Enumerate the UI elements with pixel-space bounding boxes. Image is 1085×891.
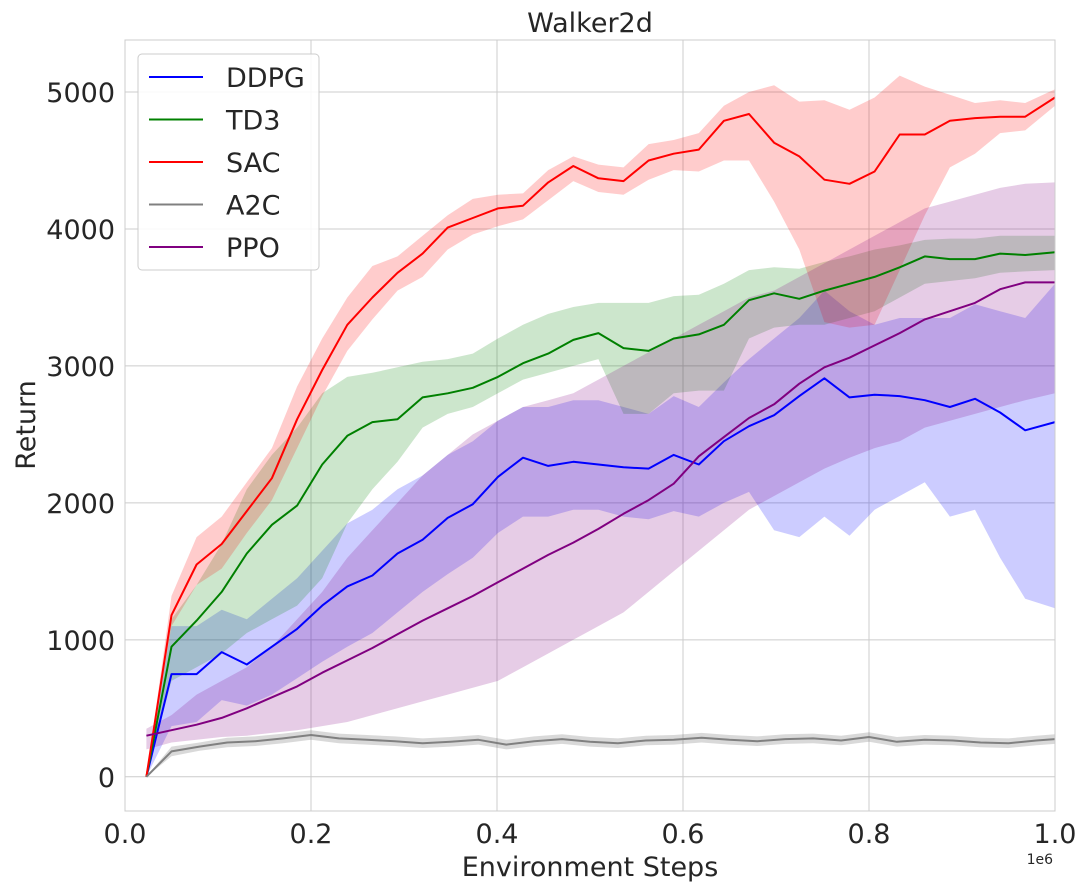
legend-label-td3: TD3 [225, 106, 280, 137]
legend-label-a2c: A2C [226, 191, 281, 222]
y-tick-labels: 0 1000 2000 3000 4000 5000 [46, 78, 115, 794]
sac-band [146, 75, 1055, 777]
sac-line [145, 96, 1056, 777]
legend-label-ddpg: DDPG [226, 63, 305, 94]
x-tick-label: 1.0 [1034, 819, 1077, 850]
y-tick-label: 0 [98, 763, 115, 794]
plot-frame [124, 39, 1056, 812]
x-axis-label: Environment Steps [462, 852, 719, 883]
td3-band [146, 235, 1055, 777]
chart-title: Walker2d [527, 8, 653, 39]
confidence-bands [146, 75, 1055, 777]
ppo-band [146, 182, 1055, 750]
legend-items: DDPG TD3 SAC A2C PPO [149, 63, 305, 264]
y-tick-label: 2000 [46, 489, 115, 520]
x-tick-label: 0.0 [104, 819, 147, 850]
x-axis-offset-label: 1e6 [1027, 852, 1054, 868]
legend-box [137, 53, 320, 271]
a2c-line [145, 734, 1056, 778]
legend-label-ppo: PPO [226, 233, 280, 264]
x-tick-labels: 0.0 0.2 0.4 0.6 0.8 1.0 [104, 819, 1077, 850]
x-tick-label: 0.6 [662, 819, 705, 850]
x-tick-label: 0.8 [848, 819, 891, 850]
y-tick-label: 3000 [46, 352, 115, 383]
x-tick-label: 0.2 [290, 819, 333, 850]
td3-line [145, 251, 1056, 777]
ddpg-band [146, 283, 1055, 777]
ddpg-line [145, 377, 1056, 778]
ppo-line [146, 281, 1055, 737]
y-tick-label: 4000 [46, 215, 115, 246]
y-tick-label: 5000 [46, 78, 115, 109]
series-lines [145, 96, 1056, 778]
y-tick-label: 1000 [46, 626, 115, 657]
y-axis-label: Return [11, 380, 42, 470]
legend: DDPG TD3 SAC A2C PPO [137, 53, 320, 271]
x-tick-label: 0.4 [476, 819, 519, 850]
a2c-band [146, 730, 1055, 777]
legend-label-sac: SAC [226, 148, 281, 179]
